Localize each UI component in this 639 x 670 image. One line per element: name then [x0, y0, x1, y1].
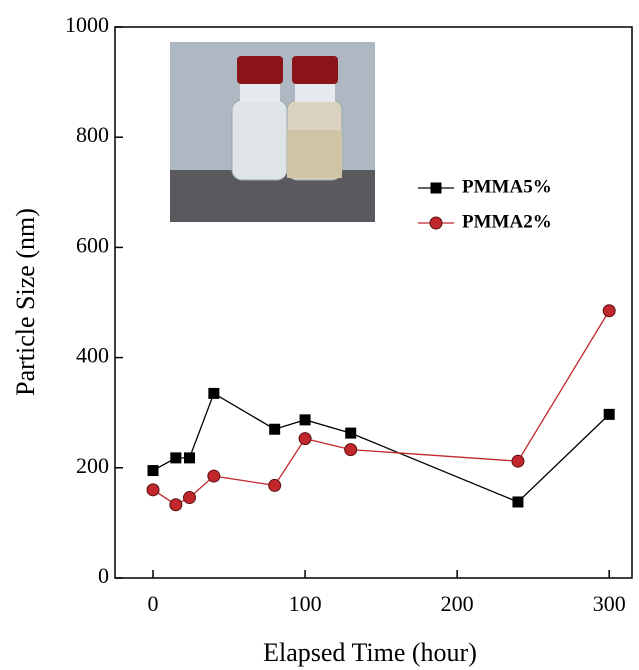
data-point — [298, 432, 312, 446]
y-tick-label: 0 — [98, 563, 109, 588]
series-line — [152, 392, 610, 503]
legend-marker — [429, 216, 443, 230]
bottle-clear — [231, 99, 288, 181]
x-tick-label: 0 — [148, 591, 159, 616]
x-tick-label: 300 — [593, 591, 626, 616]
data-point — [269, 423, 281, 435]
data-point — [268, 478, 282, 492]
x-tick-label: 100 — [289, 591, 322, 616]
data-point — [345, 427, 357, 439]
y-tick-label: 200 — [76, 453, 109, 478]
bottle-neck — [240, 82, 280, 102]
data-point — [207, 469, 221, 483]
y-tick-label: 800 — [76, 122, 109, 147]
data-point — [511, 454, 525, 468]
data-point — [147, 465, 159, 477]
data-point — [146, 483, 160, 497]
bottle-cap — [292, 56, 338, 84]
data-point — [299, 414, 311, 426]
bottle-liquid — [287, 130, 342, 178]
bottle-neck — [295, 82, 335, 102]
legend-label: PMMA5% — [462, 176, 552, 197]
data-point — [169, 498, 183, 512]
data-point — [344, 443, 358, 457]
y-tick-label: 1000 — [65, 12, 109, 37]
data-point — [183, 491, 197, 505]
data-point — [184, 452, 196, 464]
legend-marker — [430, 182, 442, 194]
data-point — [208, 387, 220, 399]
plot-frame — [114, 26, 633, 579]
legend-label: PMMA2% — [462, 211, 552, 232]
series-line — [152, 310, 610, 506]
y-tick-label: 400 — [76, 343, 109, 368]
x-axis-label: Elapsed Time (hour) — [263, 638, 477, 667]
y-tick-label: 600 — [76, 232, 109, 257]
data-point — [603, 408, 615, 420]
inset-photo — [170, 42, 375, 222]
y-axis-label: Particle Size (nm) — [11, 208, 40, 396]
x-tick-label: 200 — [441, 591, 474, 616]
data-point — [512, 496, 524, 508]
data-point — [602, 304, 616, 318]
bottle-cap — [237, 56, 283, 84]
data-point — [170, 452, 182, 464]
